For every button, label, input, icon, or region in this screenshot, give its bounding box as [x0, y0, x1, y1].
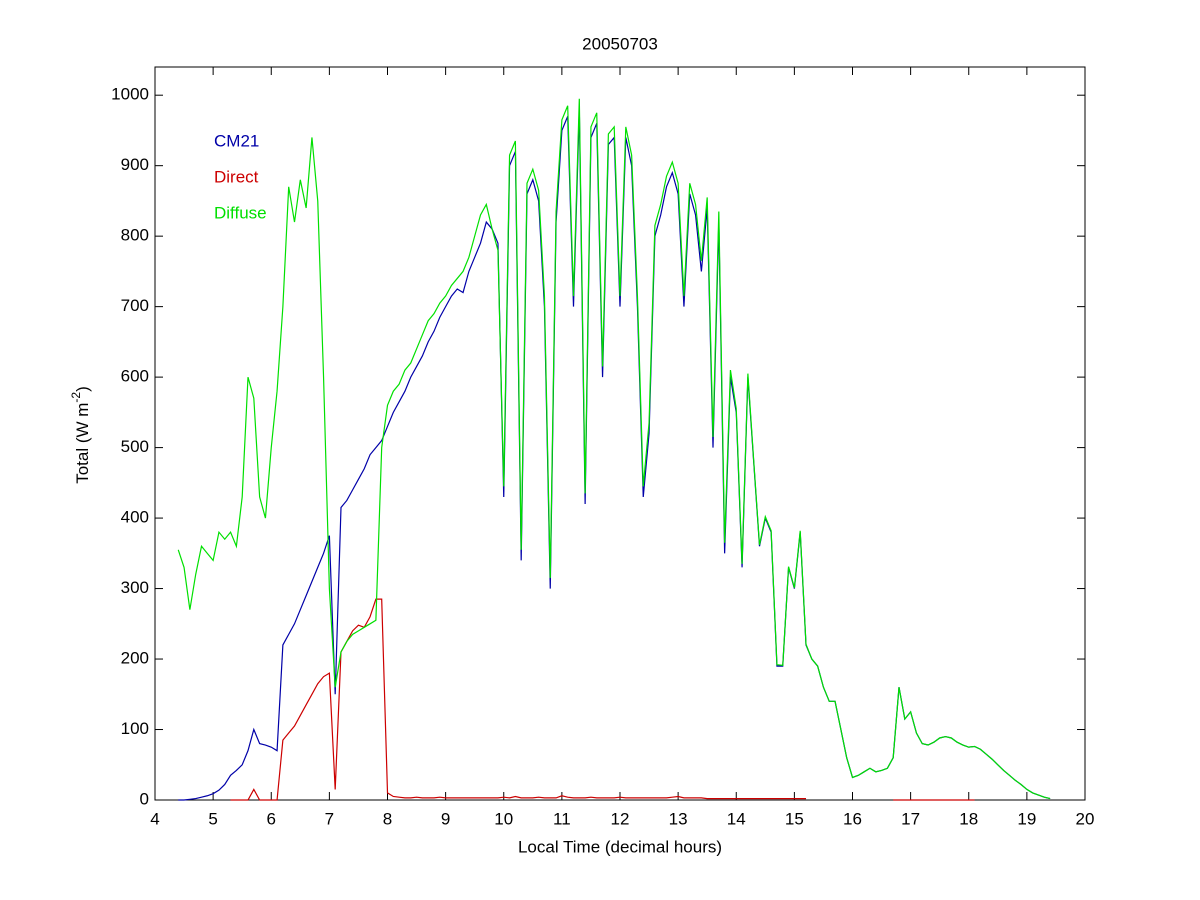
y-tick-label: 900: [121, 155, 149, 174]
x-tick-label: 19: [1017, 809, 1036, 828]
x-tick-label: 20: [1076, 809, 1095, 828]
x-tick-label: 13: [669, 809, 688, 828]
y-tick-label: 500: [121, 437, 149, 456]
y-tick-label: 800: [121, 226, 149, 245]
x-tick-label: 18: [959, 809, 978, 828]
y-tick-label: 400: [121, 508, 149, 527]
x-axis-label: Local Time (decimal hours): [518, 837, 722, 856]
x-tick-label: 4: [150, 809, 159, 828]
y-tick-label: 700: [121, 296, 149, 315]
x-tick-label: 12: [611, 809, 630, 828]
x-tick-label: 16: [843, 809, 862, 828]
chart-title: 20050703: [582, 34, 658, 53]
y-label-end: ): [73, 386, 92, 392]
x-tick-label: 10: [494, 809, 513, 828]
x-tick-label: 7: [325, 809, 334, 828]
y-tick-label: 200: [121, 649, 149, 668]
x-tick-label: 9: [441, 809, 450, 828]
legend-entry: Diffuse: [214, 203, 267, 222]
y-axis-label: Total (W m-2): [69, 386, 92, 484]
y-tick-label: 600: [121, 367, 149, 386]
y-tick-label: 1000: [111, 85, 149, 104]
x-tick-label: 15: [785, 809, 804, 828]
series-line: [177, 98, 1051, 800]
legend-entry: Direct: [214, 167, 259, 186]
x-tick-label: 6: [267, 809, 276, 828]
x-tick-label: 11: [553, 809, 571, 828]
y-tick-label: 100: [121, 719, 149, 738]
x-tick-label: 17: [901, 809, 920, 828]
y-tick-label: 0: [140, 789, 149, 808]
x-tick-label: 14: [727, 809, 746, 828]
x-tick-label: 5: [208, 809, 217, 828]
series-line: [230, 598, 806, 801]
y-label-text: Total (W m: [73, 403, 92, 484]
x-tick-label: 8: [383, 809, 392, 828]
legend-entry: CM21: [214, 131, 259, 150]
y-tick-label: 300: [121, 578, 149, 597]
y-label-sup: -2: [69, 392, 83, 403]
